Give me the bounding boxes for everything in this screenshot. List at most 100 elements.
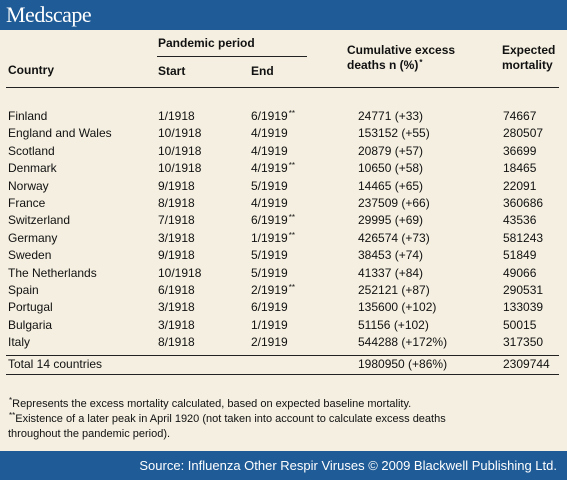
source-bar: Source: Influenza Other Respir Viruses ©… <box>0 451 567 480</box>
footnote-2-line1: Existence of a later peak in April 1920 … <box>15 413 446 425</box>
cell-excess-text: 41337 (+84) <box>358 265 424 280</box>
pandemic-period-rule <box>157 56 307 57</box>
cell-expected: 18465 <box>503 160 536 177</box>
cell-start-text: 10/1918 <box>158 265 202 280</box>
cell-country-text: Finland <box>8 109 48 123</box>
footnote-1-text: Represents the excess mortality calculat… <box>12 398 412 410</box>
cell-start: 9/1918 <box>158 178 195 195</box>
header-cumulative-excess-line2: deaths n (%)* <box>347 58 455 74</box>
total-country: Total 14 countries <box>8 357 103 371</box>
cell-country-text: The Netherlands <box>8 265 97 280</box>
header-cumulative-excess: Cumulative excess deaths n (%)* <box>347 43 455 74</box>
cell-start: 3/1918 <box>158 317 195 334</box>
cell-excess: 426574 (+73) <box>358 230 430 247</box>
cell-excess: 24771 (+33) <box>358 108 423 125</box>
cell-end: 4/1919 <box>251 195 289 213</box>
cell-start-text: 9/1918 <box>158 178 195 193</box>
cell-excess-text: 20879 (+57) <box>358 143 424 158</box>
footnote-2-mark: ** <box>9 411 16 420</box>
cell-excess: 14465 (+65) <box>358 178 423 195</box>
cell-country: Denmark <box>8 160 57 177</box>
cell-end: 6/1919** <box>251 212 295 230</box>
cell-end-text: 2/1919 <box>251 283 288 297</box>
cell-end-text: 6/1919 <box>251 213 288 228</box>
cell-expected: 360686 <box>503 195 543 212</box>
cell-expected-text: 133039 <box>503 300 544 315</box>
cell-end-text: 2/1919 <box>251 335 288 350</box>
cell-country: Sweden <box>8 247 51 264</box>
cell-end: 6/1919** <box>251 108 295 126</box>
cell-start: 3/1918 <box>158 230 195 247</box>
header-start: Start <box>158 64 186 78</box>
cell-end: 4/1919 <box>251 143 289 161</box>
cell-expected-text: 43536 <box>503 213 537 228</box>
cell-end: 2/1919 <box>251 334 289 352</box>
cell-start-text: 9/1918 <box>158 248 195 263</box>
cell-end-text: 1/1919 <box>251 317 288 332</box>
later-peak-footnote-mark: ** <box>288 109 295 118</box>
cell-excess-text: 14465 (+65) <box>358 178 424 193</box>
cell-start-text: 1/1918 <box>158 109 195 123</box>
later-peak-footnote-mark: ** <box>288 161 295 171</box>
cell-expected: 280507 <box>503 125 543 142</box>
cell-country: Portugal <box>8 299 53 316</box>
cell-start-text: 7/1918 <box>158 213 195 228</box>
cell-expected-text: 74667 <box>503 109 537 123</box>
cell-country-text: Switzerland <box>8 213 71 228</box>
total-expected: 2309744 <box>503 357 550 371</box>
cell-country: Bulgaria <box>8 317 52 334</box>
cell-country: The Netherlands <box>8 265 97 282</box>
cell-excess-text: 10650 (+58) <box>358 161 424 176</box>
cell-excess-text: 237509 (+66) <box>358 196 430 210</box>
cell-expected-text: 581243 <box>503 230 544 245</box>
cell-country-text: Denmark <box>8 161 57 176</box>
cell-start-text: 10/1918 <box>158 143 202 158</box>
cell-expected: 290531 <box>503 282 543 299</box>
cell-expected: 43536 <box>503 212 536 229</box>
cell-expected: 317350 <box>503 334 543 351</box>
cell-excess: 153152 (+55) <box>358 125 430 142</box>
cell-start-text: 3/1918 <box>158 300 195 315</box>
cell-excess-text: 153152 (+55) <box>358 126 430 141</box>
medscape-logo[interactable]: Medscape <box>6 2 92 27</box>
cell-country-text: England and Wales <box>8 126 112 141</box>
header-cumulative-excess-line1: Cumulative excess <box>347 43 456 57</box>
footnote-2-continued: throughout the pandemic period). <box>8 428 171 440</box>
cell-end-text: 5/1919 <box>251 248 288 263</box>
cell-end: 6/1919 <box>251 299 289 317</box>
cell-expected-text: 49066 <box>503 265 537 280</box>
cell-expected-text: 317350 <box>503 335 544 350</box>
cell-country-text: Spain <box>8 283 39 297</box>
cell-end-text: 5/1919 <box>251 178 288 193</box>
cell-country: England and Wales <box>8 125 112 142</box>
cell-excess: 135600 (+102) <box>358 299 436 316</box>
total-excess: 1980950 (+86%) <box>358 357 448 371</box>
cell-excess-text: 29995 (+69) <box>358 213 424 228</box>
cell-end: 1/1919** <box>251 230 295 248</box>
cell-start-text: 6/1918 <box>158 283 195 297</box>
cell-country: Finland <box>8 108 47 125</box>
cell-country-text: Italy <box>8 335 31 350</box>
cell-excess: 41337 (+84) <box>358 265 423 282</box>
cell-end: 5/1919 <box>251 247 289 265</box>
cell-expected: 51849 <box>503 247 536 264</box>
cell-excess-text: 38453 (+74) <box>358 248 424 263</box>
cell-start: 3/1918 <box>158 299 195 316</box>
cell-expected: 36699 <box>503 143 536 160</box>
cell-excess: 29995 (+69) <box>358 212 423 229</box>
cell-country-text: Sweden <box>8 248 52 263</box>
cell-start: 8/1918 <box>158 334 195 351</box>
cell-excess-text: 51156 (+102) <box>358 317 429 332</box>
footnote-1: *Represents the excess mortality calcula… <box>8 396 412 411</box>
cell-end-text: 4/1919 <box>251 161 288 176</box>
cell-country-text: Bulgaria <box>8 317 53 332</box>
cell-start: 6/1918 <box>158 282 195 299</box>
cell-excess: 38453 (+74) <box>358 247 423 264</box>
later-peak-footnote-mark: ** <box>288 213 295 223</box>
header-expected-line2: mortality <box>502 58 553 72</box>
cell-country: Germany <box>8 230 57 247</box>
cell-start: 10/1918 <box>158 265 201 282</box>
cell-end-text: 6/1919 <box>251 109 288 123</box>
cell-expected: 74667 <box>503 108 536 125</box>
cell-expected-text: 360686 <box>503 196 544 210</box>
